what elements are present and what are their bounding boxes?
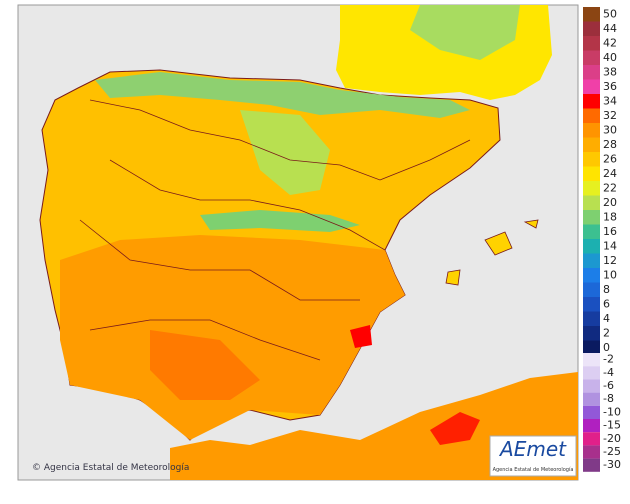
legend-swatch (583, 7, 600, 22)
guadalquivir (150, 330, 260, 400)
logo-title: AEmet (498, 437, 567, 461)
legend-swatch (583, 458, 600, 472)
legend-label: 24 (603, 167, 617, 180)
legend-label: 22 (603, 181, 617, 194)
legend-swatch (583, 65, 600, 80)
logo-subtitle: Agencia Estatal de Meteorología (493, 466, 574, 473)
legend-swatch (583, 210, 600, 225)
legend-label: 8 (603, 283, 610, 296)
credit: © Agencia Estatal de Meteorología (32, 463, 189, 473)
legend-label: 42 (603, 36, 617, 49)
legend-swatch (583, 36, 600, 51)
border (109, 159, 386, 251)
legend-label: -25 (603, 445, 621, 458)
legend-swatch (583, 21, 600, 36)
legend-label: 4 (603, 312, 610, 325)
legend-swatch (583, 379, 600, 393)
legend-label: 28 (603, 138, 617, 151)
legend: 5044424038363432302826242220181614121086… (583, 7, 621, 472)
legend-label: 2 (603, 326, 610, 339)
legend-swatch (583, 224, 600, 239)
legend-swatch (583, 297, 600, 312)
legend-label: 6 (603, 297, 610, 310)
legend-label: 16 (603, 225, 617, 238)
legend-label: 18 (603, 210, 617, 223)
legend-label: -6 (603, 379, 614, 392)
border (79, 219, 360, 301)
north-cool (95, 72, 470, 118)
legend-swatch (583, 239, 600, 254)
legend-swatch (583, 268, 600, 283)
legend-swatch (583, 50, 600, 65)
south-warm (60, 235, 405, 440)
legend-label: -15 (603, 419, 621, 432)
legend-label: 10 (603, 268, 617, 281)
balearics (445, 219, 539, 286)
legend-label: 38 (603, 65, 617, 78)
legend-swatch (583, 94, 600, 109)
legend-label: 36 (603, 80, 617, 93)
legend-swatch (583, 432, 600, 446)
legend-swatch (583, 392, 600, 406)
legend-label: 0 (603, 341, 610, 354)
france-high (410, 5, 520, 60)
legend-label: 12 (603, 254, 617, 267)
legend-label: -8 (603, 392, 614, 405)
legend-label: -4 (603, 366, 614, 379)
legend-swatch (583, 405, 600, 419)
legend-label: 14 (603, 239, 617, 252)
legend-swatch (583, 253, 600, 268)
legend-label: 40 (603, 51, 617, 64)
legend-swatch (583, 108, 600, 123)
legend-label: 44 (603, 22, 617, 35)
central-range (200, 210, 360, 232)
legend-label: -10 (603, 405, 621, 418)
border (89, 99, 471, 181)
legend-swatch (583, 326, 600, 341)
legend-swatch (583, 353, 600, 367)
legend-swatch (583, 195, 600, 210)
africa (170, 372, 578, 480)
border (89, 319, 321, 361)
legend-swatch (583, 137, 600, 152)
hot-spot (350, 325, 372, 348)
africa-hot (430, 412, 480, 445)
legend-label: -20 (603, 432, 621, 445)
legend-label: 26 (603, 152, 617, 165)
legend-swatch (583, 419, 600, 433)
logo-box (489, 435, 577, 477)
legend-label: 30 (603, 123, 617, 136)
legend-label: 34 (603, 94, 617, 107)
legend-swatch (583, 79, 600, 94)
legend-label: -2 (603, 353, 614, 366)
legend-label: 32 (603, 109, 617, 122)
legend-label: 20 (603, 196, 617, 209)
legend-swatch (583, 366, 600, 380)
legend-swatch (583, 340, 600, 355)
legend-swatch (583, 311, 600, 326)
legend-label: -30 (603, 458, 621, 471)
legend-swatch (583, 166, 600, 181)
legend-swatch (583, 181, 600, 196)
legend-swatch (583, 445, 600, 459)
legend-label: 50 (603, 7, 617, 20)
iberian-range (240, 110, 330, 195)
legend-swatch (583, 152, 600, 167)
legend-swatch (583, 123, 600, 138)
legend-swatch (583, 282, 600, 297)
